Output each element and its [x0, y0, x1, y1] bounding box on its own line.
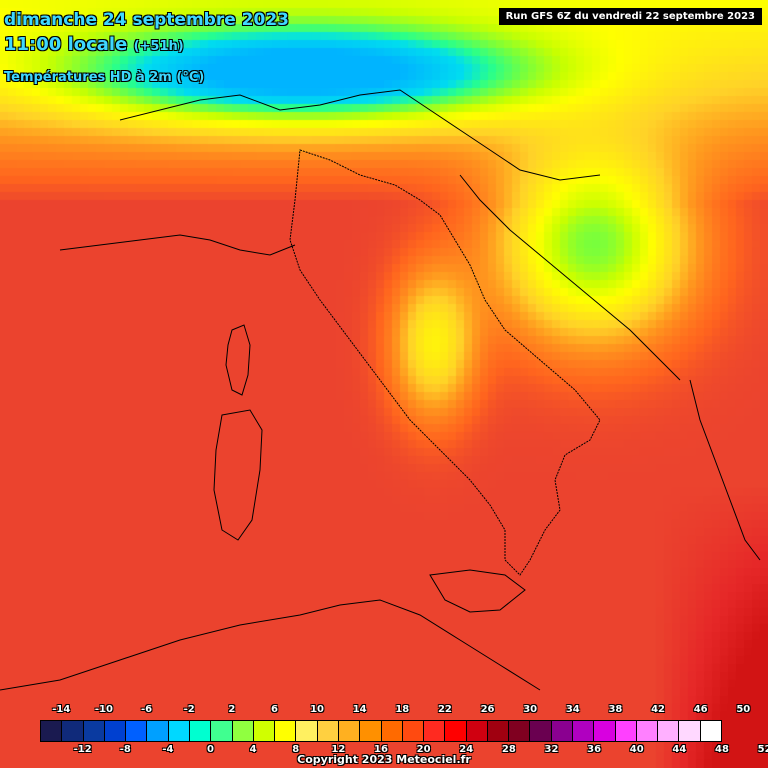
legend-top-label: -14 [52, 704, 71, 715]
legend-top-label: 50 [736, 704, 751, 715]
legend-swatch [487, 721, 510, 741]
legend-bottom-label: 16 [374, 744, 388, 755]
legend-swatch [509, 721, 531, 741]
color-legend: -14 -10 -6 -2 2 6 10 14 18 22 26 30 34 38 42 46 50 -12 -8… [40, 704, 768, 760]
legend-top-label: 34 [565, 704, 580, 715]
legend-top-label: 30 [523, 704, 538, 715]
legend-swatch [296, 721, 318, 741]
legend-top-label: 6 [270, 704, 278, 715]
legend-swatch [232, 721, 254, 741]
forecast-lead: (+51h) [133, 39, 184, 54]
map-time-value: 11:00 locale [4, 34, 128, 55]
legend-swatch [402, 721, 425, 741]
legend-bottom-label: 36 [587, 744, 602, 755]
legend-top-label: -2 [183, 704, 195, 715]
map-time: 11:00 locale (+51h) [4, 34, 184, 55]
legend-bottom-label: 20 [416, 744, 431, 755]
legend-swatch [615, 721, 637, 741]
legend-bottom-label: 4 [249, 744, 257, 755]
legend-swatch [189, 721, 212, 741]
legend-swatch [594, 721, 616, 741]
legend-top-label: 22 [437, 704, 452, 715]
map-variable: Températures HD à 2m (°C) [4, 70, 205, 85]
legend-bottom-label: 32 [544, 744, 559, 755]
legend-bottom-label: 44 [672, 744, 687, 755]
legend-bottom-label: 40 [629, 744, 644, 755]
legend-bottom-label: 28 [501, 744, 516, 755]
legend-swatch [530, 721, 552, 741]
legend-swatch [126, 721, 148, 741]
legend-top-label: 2 [228, 704, 236, 715]
legend-bottom-label: 24 [459, 744, 474, 755]
legend-top-label: -6 [141, 704, 153, 715]
legend-top-label: 18 [395, 704, 410, 715]
legend-swatch [573, 721, 595, 741]
legend-swatch [636, 721, 659, 741]
legend-bottom-label: 8 [292, 744, 300, 755]
legend-bottom-label: 12 [331, 744, 346, 755]
legend-swatch [679, 721, 701, 741]
legend-swatch [104, 721, 127, 741]
legend-top-label: 46 [693, 704, 708, 715]
legend-swatch [424, 721, 446, 741]
legend-top-label: 42 [651, 704, 666, 715]
legend-swatch [551, 721, 574, 741]
legend-swatch [41, 721, 63, 741]
legend-top-label: 38 [608, 704, 623, 715]
legend-swatch [83, 721, 105, 741]
legend-top-label: 14 [352, 704, 367, 715]
legend-swatch [253, 721, 276, 741]
copyright: Copyright 2023 Meteociel.fr [297, 753, 471, 766]
legend-swatch [381, 721, 403, 741]
legend-swatch [360, 721, 382, 741]
legend-swatch [211, 721, 233, 741]
legend-swatch [445, 721, 467, 741]
map-date: dimanche 24 septembre 2023 [4, 10, 289, 30]
legend-bottom-label: -12 [73, 744, 92, 755]
legend-top-label: 26 [480, 704, 495, 715]
legend-bottom-label: 48 [715, 744, 729, 755]
legend-bottom-label: -8 [119, 744, 131, 755]
legend-top-label: 10 [310, 704, 325, 715]
legend-bottom-label: -4 [162, 744, 174, 755]
legend-bottom-label: 52 [757, 744, 768, 755]
legend-swatch [658, 721, 680, 741]
legend-swatch [62, 721, 84, 741]
legend-swatch [147, 721, 169, 741]
legend-bottom-label: 0 [207, 744, 214, 755]
legend-swatches [40, 720, 722, 742]
run-info: Run GFS 6Z du vendredi 22 septembre 2023 [498, 8, 762, 25]
legend-swatch [700, 721, 721, 741]
legend-swatch [317, 721, 339, 741]
legend-swatch [338, 721, 361, 741]
legend-swatch [275, 721, 297, 741]
legend-swatch [168, 721, 190, 741]
legend-swatch [466, 721, 488, 741]
legend-top-label: -10 [94, 704, 113, 715]
